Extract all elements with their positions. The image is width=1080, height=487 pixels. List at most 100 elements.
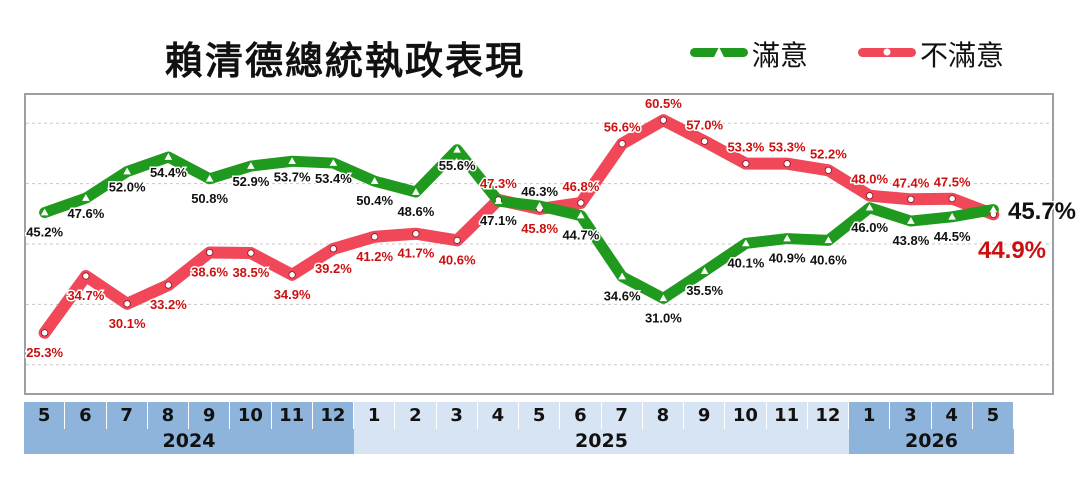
x-tick-label: 9: [189, 402, 231, 429]
point-satisfied: [412, 188, 420, 195]
data-label-dissatisfied: 41.7%: [397, 246, 434, 261]
point-dissatisfied: [247, 249, 255, 257]
data-label-satisfied: 40.1%: [727, 255, 764, 270]
data-label-satisfied: 47.1%: [480, 213, 517, 228]
x-tick-label: 12: [312, 402, 354, 429]
legend-label-satisfied: 滿意: [752, 39, 809, 72]
point-satisfied: [824, 236, 833, 244]
point-dissatisfied: [701, 137, 709, 145]
x-tick-label: 4: [931, 402, 973, 429]
data-label-dissatisfied: 60.5%: [645, 96, 682, 111]
data-label-satisfied: 45.2%: [26, 225, 63, 240]
point-satisfied: [123, 167, 131, 175]
data-label-satisfied: 46.0%: [851, 220, 888, 235]
point-satisfied: [742, 239, 750, 247]
circle-marker-icon: [883, 48, 891, 56]
point-satisfied: [783, 234, 791, 242]
data-label-dissatisfied: 53.3%: [727, 140, 764, 155]
data-label-satisfied: 44.5%: [934, 229, 971, 244]
point-dissatisfied: [371, 233, 379, 241]
point-satisfied: [370, 177, 379, 184]
x-tick-label: 5: [972, 402, 1014, 429]
x-tick-label: 3: [890, 402, 932, 429]
data-label-dissatisfied: 34.7%: [67, 288, 104, 303]
x-tick-label: 5: [519, 402, 561, 429]
point-dissatisfied: [948, 195, 956, 203]
point-satisfied: [618, 272, 626, 280]
point-satisfied: [948, 212, 956, 220]
point-satisfied: [907, 217, 915, 224]
point-dissatisfied: [123, 300, 131, 308]
point-satisfied: [288, 157, 296, 165]
point-dissatisfied: [164, 281, 172, 289]
series-line-satisfied: [39, 144, 999, 304]
year-label: 2026: [849, 429, 1014, 454]
data-label-satisfied: 35.5%: [686, 283, 723, 298]
point-dissatisfied: [742, 160, 750, 168]
point-satisfied: [453, 145, 461, 153]
plot-frame: [24, 93, 1054, 395]
point-dissatisfied: [907, 195, 915, 203]
data-label-dissatisfied: 39.2%: [315, 261, 352, 276]
data-label-dissatisfied: 40.6%: [439, 252, 476, 267]
point-satisfied: [247, 162, 255, 169]
data-label-satisfied: 43.8%: [892, 233, 929, 248]
data-label-satisfied: 48.6%: [397, 204, 434, 219]
year-label: 2024: [24, 429, 354, 454]
point-satisfied: [700, 267, 709, 274]
data-label-dissatisfied: 47.4%: [892, 175, 929, 190]
data-label-satisfied: 46.3%: [521, 184, 558, 199]
x-tick-label: 6: [560, 402, 602, 429]
x-tick-label: 10: [725, 402, 767, 429]
data-label-dissatisfied: 57.0%: [686, 117, 723, 132]
data-label-dissatisfied: 38.5%: [232, 265, 269, 280]
x-tick-label: 6: [65, 402, 107, 429]
x-tick-label: 8: [642, 402, 684, 429]
x-tick-label: 10: [230, 402, 272, 429]
point-dissatisfied: [329, 245, 337, 253]
data-label-dissatisfied: 53.3%: [769, 140, 806, 155]
x-tick-label: 5: [24, 402, 66, 429]
end-label-dissatisfied: 44.9%: [978, 237, 1046, 264]
point-dissatisfied: [783, 160, 791, 168]
data-label-satisfied: 50.8%: [191, 191, 228, 206]
point-dissatisfied: [824, 166, 832, 174]
data-label-dissatisfied: 45.8%: [521, 221, 558, 236]
data-label-satisfied: 34.6%: [604, 289, 641, 304]
data-label-satisfied: 44.7%: [562, 228, 599, 243]
x-tick-label: 3: [436, 402, 478, 429]
data-label-dissatisfied: 47.5%: [934, 175, 971, 190]
point-satisfied: [82, 194, 90, 201]
data-label-satisfied: 54.4%: [150, 165, 187, 180]
data-label-dissatisfied: 38.6%: [191, 264, 228, 279]
x-tick-label: 1: [354, 402, 396, 429]
data-label-dissatisfied: 46.8%: [562, 179, 599, 194]
data-label-satisfied: 52.0%: [109, 180, 146, 195]
data-label-dissatisfied: 41.2%: [356, 249, 393, 264]
data-label-satisfied: 47.6%: [67, 206, 104, 221]
data-label-dissatisfied: 52.2%: [810, 146, 847, 161]
x-tick-label: 9: [684, 402, 726, 429]
point-satisfied: [205, 174, 214, 182]
data-label-satisfied: 55.6%: [439, 158, 476, 173]
year-label: 2025: [354, 429, 849, 454]
legend-label-dissatisfied: 不滿意: [920, 39, 1005, 72]
data-label-satisfied: 52.9%: [232, 174, 269, 189]
point-dissatisfied: [659, 116, 667, 124]
data-label-satisfied: 50.4%: [356, 193, 393, 208]
data-label-dissatisfied: 33.2%: [150, 297, 187, 312]
point-satisfied: [535, 201, 544, 209]
x-tick-label: 7: [601, 402, 643, 429]
data-label-dissatisfied: 25.3%: [26, 345, 63, 360]
x-tick-label: 4: [477, 402, 519, 429]
point-dissatisfied: [453, 236, 461, 244]
data-label-satisfied: 53.4%: [315, 171, 352, 186]
data-label-satisfied: 31.0%: [645, 310, 682, 325]
point-dissatisfied: [412, 230, 420, 238]
chart-title: 賴清德總統執政表現: [165, 39, 526, 83]
end-label-satisfied: 45.7%: [1008, 198, 1076, 225]
point-satisfied: [659, 294, 668, 302]
data-label-dissatisfied: 34.9%: [274, 287, 311, 302]
data-label-satisfied: 40.6%: [810, 252, 847, 267]
